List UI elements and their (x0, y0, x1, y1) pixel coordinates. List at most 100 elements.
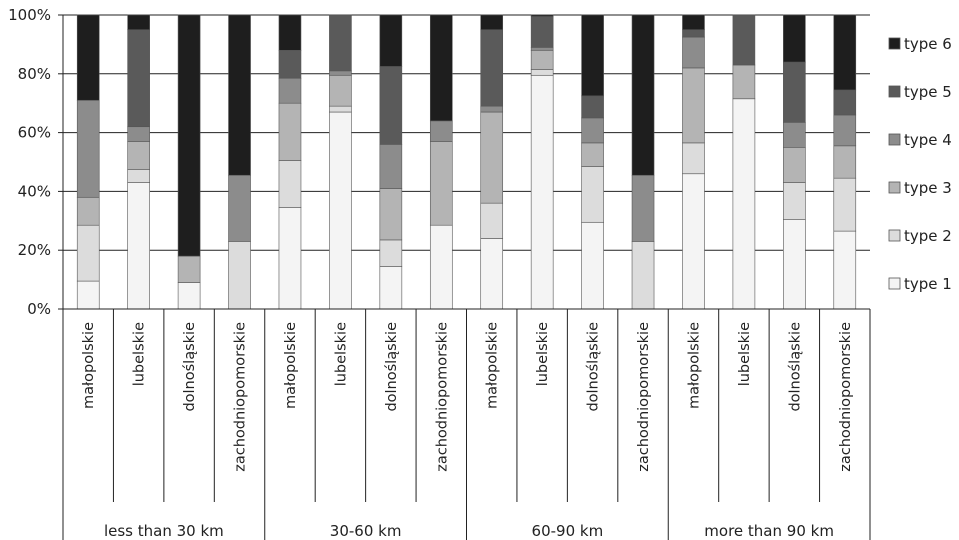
bar-segment (429, 224, 453, 310)
group-label: more than 90 km (704, 522, 834, 540)
bar-segment (76, 280, 100, 310)
bar-segment (783, 122, 806, 148)
bar-segment (278, 160, 302, 208)
group-label: 60-90 km (532, 522, 604, 540)
legend: type 6 type 5 type 4 type 3 type 2 type 1 (888, 35, 952, 293)
bar-segment (379, 144, 403, 189)
bar-segment (530, 49, 554, 70)
bar-segment (127, 126, 150, 142)
bar-segment (329, 70, 352, 76)
category-label: zachodniopomorskie (838, 322, 854, 472)
bar-segment (530, 74, 554, 310)
y-tick-label: 60% (18, 124, 51, 142)
category-label: lubelskie (535, 322, 551, 386)
bar-segment (228, 241, 251, 310)
bar-segment (783, 147, 806, 183)
bar-segment (732, 64, 756, 100)
bar-segment (329, 74, 352, 107)
legend-swatch (888, 37, 901, 50)
bar-segment (783, 182, 806, 220)
category-label: lubelskie (333, 322, 349, 386)
bar-segment (530, 14, 554, 17)
bar-segment (480, 29, 504, 107)
bar-segment (480, 202, 504, 239)
category-label: lubelskie (737, 322, 753, 386)
bar-segment (682, 14, 705, 30)
bar-segment (682, 36, 705, 69)
bar-segment (278, 14, 302, 51)
bar-segment (177, 14, 201, 257)
bar-segment (278, 207, 302, 310)
y-tick-label: 0% (27, 300, 51, 318)
bar-segment (480, 111, 504, 204)
legend-label: type 6 (904, 35, 952, 53)
bar-segment (732, 14, 756, 66)
y-tick-label: 80% (18, 65, 51, 83)
bar-segment (228, 174, 251, 242)
category-label: małopolskie (81, 322, 97, 409)
bar-segment (127, 141, 150, 170)
bar-segment (429, 120, 453, 142)
group-labels: less than 30 km 30-60 km 60-90 km more than… (104, 522, 834, 540)
bar-segment (682, 142, 705, 175)
bar-segment (833, 114, 857, 147)
legend-label: type 5 (904, 83, 952, 101)
category-label: lubelskie (132, 322, 148, 386)
bar-segment (833, 14, 857, 91)
bar-segment (833, 89, 857, 116)
bar-segment (379, 266, 403, 310)
bar-segment (581, 14, 604, 97)
category-label: małopolskie (485, 322, 501, 409)
category-label: zachodniopomorskie (233, 322, 249, 472)
legend-swatch (888, 85, 901, 98)
bar-segment (127, 182, 150, 310)
bar-segment (480, 105, 504, 113)
legend-swatch (888, 133, 901, 146)
bar-segment (379, 14, 403, 67)
bar-segment (76, 224, 100, 282)
bar-segment (76, 196, 100, 226)
bar-segment (127, 169, 150, 183)
legend-label: type 3 (904, 179, 952, 197)
bar-segment (581, 142, 604, 167)
bar-segment (480, 14, 504, 30)
bar-segment (127, 14, 150, 30)
category-label: zachodniopomorskie (636, 322, 652, 472)
y-tick-label: 100% (8, 6, 51, 24)
category-label: małopolskie (283, 322, 299, 409)
bar-segment (581, 166, 604, 223)
bar-segment (833, 145, 857, 179)
legend-label: type 4 (904, 131, 952, 149)
bar-segment (379, 239, 403, 267)
category-label: dolnośląskie (182, 322, 198, 412)
y-tick-label: 20% (18, 241, 51, 259)
bar-segment (783, 61, 806, 123)
bar-segment (278, 102, 302, 161)
bar-segment (682, 67, 705, 144)
bar-segment (379, 188, 403, 241)
bar-segment (631, 14, 655, 176)
bar-segment (682, 173, 705, 310)
bar-segment (480, 238, 504, 310)
category-label: dolnośląskie (787, 322, 803, 412)
legend-label: type 1 (904, 275, 952, 293)
group-label: less than 30 km (104, 522, 224, 540)
category-label: dolnośląskie (586, 322, 602, 412)
bar-segment (530, 47, 554, 51)
bar-segment (833, 230, 857, 310)
category-label: małopolskie (686, 322, 702, 409)
legend-swatch (888, 229, 901, 242)
bar-segment (530, 69, 554, 76)
bar-segment (682, 29, 705, 38)
y-tick-label: 40% (18, 182, 51, 200)
bars (76, 14, 857, 310)
bar-segment (429, 14, 453, 122)
bar-segment (329, 111, 352, 310)
bar-segment (530, 16, 554, 48)
group-label: 30-60 km (330, 522, 402, 540)
bar-segment (631, 241, 655, 310)
legend-swatch (888, 277, 901, 290)
bar-segment (177, 282, 201, 310)
category-label: dolnośląskie (384, 322, 400, 412)
